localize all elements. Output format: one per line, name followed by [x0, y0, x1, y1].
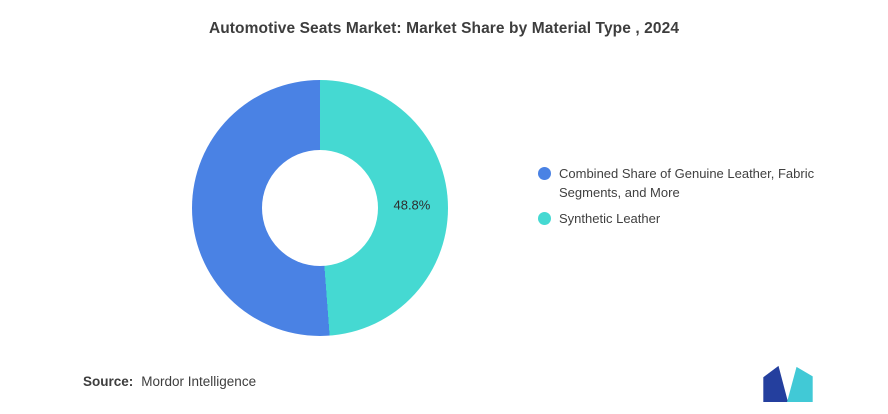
source-label: Source: [83, 374, 134, 389]
legend-dot [538, 211, 551, 225]
legend-item-combined-share: Combined Share of Genuine Leather, Fabri… [538, 165, 839, 203]
mordor-intelligence-logo [763, 365, 813, 402]
legend-item-synthetic-leather: Synthetic Leather [538, 210, 839, 229]
logo-left-shape [763, 365, 788, 402]
donut-hole [262, 150, 378, 266]
slice-value-label: 48.8% [393, 197, 431, 213]
chart-title: Automotive Seats Market: Market Share by… [208, 20, 680, 37]
legend-label: Combined Share of Genuine Leather, Fabri… [559, 166, 815, 200]
legend-dot [538, 167, 551, 180]
logo-right-shape [787, 366, 813, 402]
source-value: Mordor Intelligence [141, 374, 257, 389]
donut-chart: 48.8% [192, 80, 448, 336]
source-line: Source: Mordor Intelligence [83, 374, 256, 389]
legend: Combined Share of Genuine Leather, Fabri… [538, 165, 839, 229]
legend-label: Synthetic Leather [559, 210, 661, 226]
